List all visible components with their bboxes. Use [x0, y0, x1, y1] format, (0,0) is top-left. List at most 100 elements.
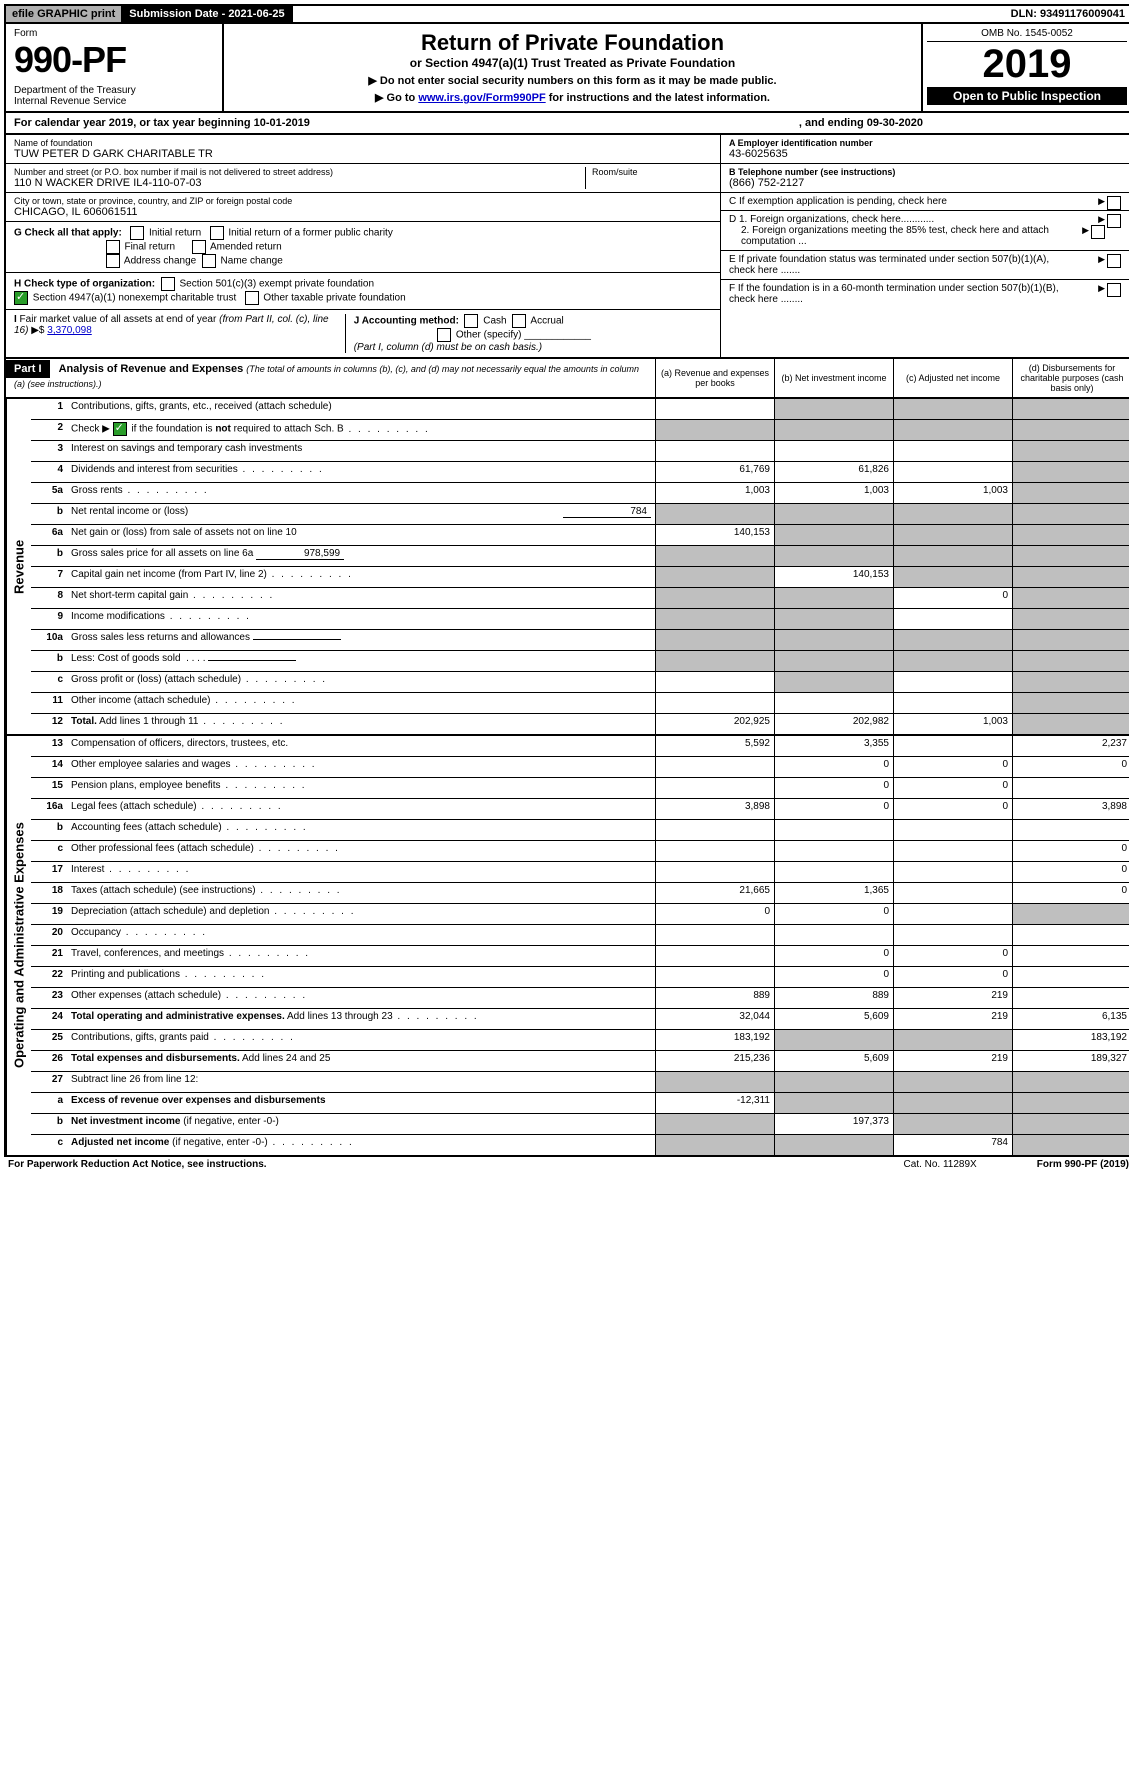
- form-link[interactable]: www.irs.gov/Form990PF: [418, 92, 545, 104]
- cash-checkbox[interactable]: [464, 314, 478, 328]
- row-26: 26Total expenses and disbursements. Add …: [31, 1051, 1129, 1072]
- row-8: 8Net short-term capital gain0: [31, 588, 1129, 609]
- row-13: 13Compensation of officers, directors, t…: [31, 736, 1129, 757]
- g-opt-0: Initial return: [149, 228, 201, 239]
- name-cell: Name of foundation TUW PETER D GARK CHAR…: [6, 135, 720, 164]
- instr2-pre: ▶ Go to: [375, 92, 418, 104]
- address-row: Number and street (or P.O. box number if…: [6, 164, 720, 193]
- row-6a: 6aNet gain or (loss) from sale of assets…: [31, 525, 1129, 546]
- h-4947-checkbox[interactable]: [14, 291, 28, 305]
- e-checkbox[interactable]: [1107, 254, 1121, 268]
- d2-label: 2. Foreign organizations meeting the 85%…: [729, 225, 1061, 247]
- amended-return-checkbox[interactable]: [192, 240, 206, 254]
- d1-checkbox[interactable]: [1107, 214, 1121, 228]
- j-accrual: Accrual: [530, 316, 563, 327]
- tax-year: 2019: [927, 42, 1127, 87]
- row-23: 23Other expenses (attach schedule)889889…: [31, 988, 1129, 1009]
- row-20: 20Occupancy: [31, 925, 1129, 946]
- f-checkbox[interactable]: [1107, 283, 1121, 297]
- part1-header: Part I Analysis of Revenue and Expenses …: [4, 359, 1129, 399]
- row-4: 4Dividends and interest from securities6…: [31, 462, 1129, 483]
- h-label: H Check type of organization:: [14, 279, 155, 290]
- pra-notice: For Paperwork Reduction Act Notice, see …: [8, 1159, 267, 1170]
- city-cell: City or town, state or province, country…: [6, 193, 720, 222]
- c-label: C If exemption application is pending, c…: [729, 196, 947, 207]
- calyear-end: , and ending 09-30-2020: [799, 117, 923, 129]
- fmv-value[interactable]: 3,370,098: [47, 325, 92, 336]
- header-right: OMB No. 1545-0052 2019 Open to Public In…: [921, 24, 1129, 111]
- phone-label: B Telephone number (see instructions): [729, 167, 1123, 177]
- row-12: 12Total. Add lines 1 through 11202,92520…: [31, 714, 1129, 734]
- row-6b: bGross sales price for all assets on lin…: [31, 546, 1129, 567]
- submission-date: Submission Date - 2021-06-25: [123, 6, 292, 22]
- e-cell: E If private foundation status was termi…: [721, 251, 1129, 280]
- row-9: 9Income modifications: [31, 609, 1129, 630]
- col-c-head: (c) Adjusted net income: [893, 359, 1012, 397]
- row-21: 21Travel, conferences, and meetings00: [31, 946, 1129, 967]
- c-arrow-icon: [1098, 196, 1107, 207]
- section-j: J Accounting method: Cash Accrual Other …: [345, 314, 712, 353]
- row-2: 2Check ▶ if the foundation is not requir…: [31, 420, 1129, 441]
- part1-desc: Part I Analysis of Revenue and Expenses …: [6, 359, 655, 397]
- row-1: 1Contributions, gifts, grants, etc., rec…: [31, 399, 1129, 420]
- address-change-checkbox[interactable]: [106, 254, 120, 268]
- city-value: CHICAGO, IL 606061511: [14, 206, 712, 218]
- f-label: F If the foundation is in a 60-month ter…: [729, 283, 1069, 305]
- g-opt-3: Amended return: [210, 242, 282, 253]
- j-other: Other (specify): [456, 330, 522, 341]
- instr2-post: for instructions and the latest informat…: [546, 92, 770, 104]
- row-24: 24Total operating and administrative exp…: [31, 1009, 1129, 1030]
- col-d-head: (d) Disbursements for charitable purpose…: [1012, 359, 1129, 397]
- initial-return-checkbox[interactable]: [130, 226, 144, 240]
- phone-cell: B Telephone number (see instructions) (8…: [721, 164, 1129, 193]
- name-change-checkbox[interactable]: [202, 254, 216, 268]
- revenue-table: Revenue 1Contributions, gifts, grants, e…: [4, 399, 1129, 736]
- row-18: 18Taxes (attach schedule) (see instructi…: [31, 883, 1129, 904]
- schb-checkbox[interactable]: [113, 422, 127, 436]
- info-left: Name of foundation TUW PETER D GARK CHAR…: [6, 135, 720, 357]
- calyear-begin: For calendar year 2019, or tax year begi…: [14, 117, 310, 129]
- instruction-2: ▶ Go to www.irs.gov/Form990PF for instru…: [230, 91, 915, 104]
- row-10c: cGross profit or (loss) (attach schedule…: [31, 672, 1129, 693]
- open-inspection: Open to Public Inspection: [927, 87, 1127, 105]
- revenue-rows: 1Contributions, gifts, grants, etc., rec…: [31, 399, 1129, 734]
- row-15: 15Pension plans, employee benefits00: [31, 778, 1129, 799]
- initial-former-checkbox[interactable]: [210, 226, 224, 240]
- ein-value: 43-6025635: [729, 148, 1123, 160]
- info-block: Name of foundation TUW PETER D GARK CHAR…: [4, 135, 1129, 359]
- room-label: Room/suite: [592, 167, 712, 177]
- final-return-checkbox[interactable]: [106, 240, 120, 254]
- e-label: E If private foundation status was termi…: [729, 254, 1069, 276]
- other-checkbox[interactable]: [437, 328, 451, 342]
- header-middle: Return of Private Foundation or Section …: [224, 24, 921, 111]
- form-title: Return of Private Foundation: [230, 30, 915, 56]
- h-other-checkbox[interactable]: [245, 291, 259, 305]
- col-a-head: (a) Revenue and expenses per books: [655, 359, 774, 397]
- row-16a: 16aLegal fees (attach schedule)3,898003,…: [31, 799, 1129, 820]
- d1-arrow-icon: [1098, 214, 1107, 225]
- c-checkbox[interactable]: [1107, 196, 1121, 210]
- j-cash: Cash: [483, 316, 506, 327]
- r6b-inline-amt: 978,599: [256, 548, 344, 560]
- foundation-name: TUW PETER D GARK CHARITABLE TR: [14, 148, 712, 160]
- g-label: G Check all that apply:: [14, 228, 122, 239]
- accrual-checkbox[interactable]: [512, 314, 526, 328]
- g-opt-1: Initial return of a former public charit…: [228, 228, 393, 239]
- part1-title: Analysis of Revenue and Expenses: [59, 363, 244, 375]
- f-arrow-icon: [1098, 283, 1107, 294]
- col-b-head: (b) Net investment income: [774, 359, 893, 397]
- row-27: 27Subtract line 26 from line 12:: [31, 1072, 1129, 1093]
- ein-label: A Employer identification number: [729, 138, 1123, 148]
- part1-label: Part I: [6, 360, 50, 378]
- row-19: 19Depreciation (attach schedule) and dep…: [31, 904, 1129, 925]
- phone-value: (866) 752-2127: [729, 177, 1123, 189]
- h-501c3-checkbox[interactable]: [161, 277, 175, 291]
- d2-checkbox[interactable]: [1091, 225, 1105, 239]
- h-opt-1: Section 501(c)(3) exempt private foundat…: [179, 279, 374, 290]
- addr-label: Number and street (or P.O. box number if…: [14, 167, 585, 177]
- city-label: City or town, state or province, country…: [14, 196, 712, 206]
- row-7: 7Capital gain net income (from Part IV, …: [31, 567, 1129, 588]
- row-27a: aExcess of revenue over expenses and dis…: [31, 1093, 1129, 1114]
- form-number: 990-PF: [14, 39, 214, 81]
- h-opt-2: Section 4947(a)(1) nonexempt charitable …: [33, 293, 236, 304]
